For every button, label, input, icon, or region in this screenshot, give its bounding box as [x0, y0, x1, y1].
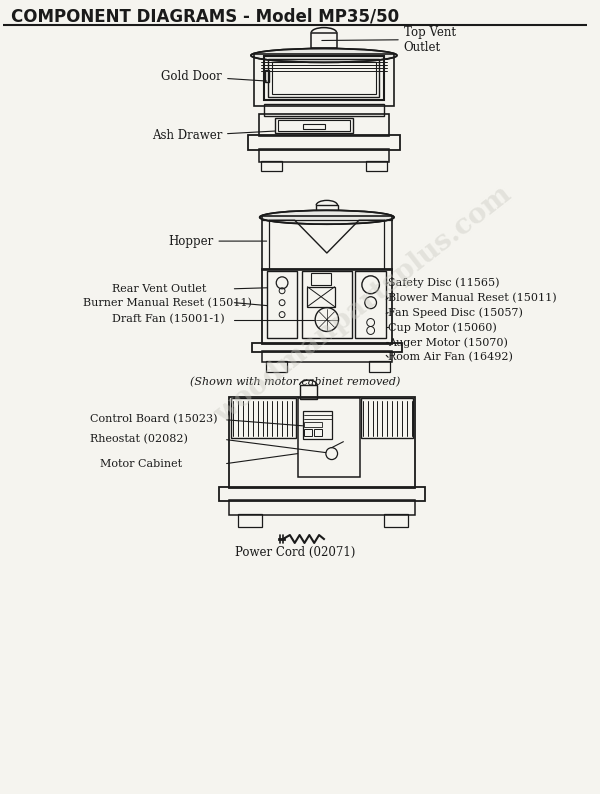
- Bar: [299, 385, 317, 399]
- Bar: [259, 148, 389, 162]
- Bar: [266, 361, 287, 372]
- Text: Safety Disc (11565): Safety Disc (11565): [388, 278, 500, 288]
- Bar: [268, 60, 379, 97]
- Text: (Shown with motor cabinet removed): (Shown with motor cabinet removed): [190, 377, 400, 387]
- Bar: [361, 398, 413, 437]
- Bar: [229, 397, 415, 488]
- Bar: [307, 287, 335, 306]
- Text: Top Vent
Outlet: Top Vent Outlet: [322, 25, 456, 53]
- Text: Burner Manual Reset (15011): Burner Manual Reset (15011): [83, 298, 251, 308]
- Bar: [272, 63, 376, 94]
- Bar: [304, 429, 312, 436]
- Bar: [238, 515, 262, 527]
- Text: Auger Motor (15070): Auger Motor (15070): [388, 337, 508, 348]
- Bar: [248, 135, 400, 150]
- Bar: [259, 114, 389, 136]
- Bar: [252, 343, 402, 353]
- Bar: [311, 33, 337, 48]
- Bar: [311, 273, 331, 285]
- Bar: [366, 160, 387, 171]
- Bar: [265, 71, 269, 83]
- Text: Motor Cabinet: Motor Cabinet: [100, 458, 182, 468]
- Bar: [262, 269, 392, 345]
- Bar: [262, 216, 392, 270]
- Text: Room Air Fan (16492): Room Air Fan (16492): [388, 352, 513, 362]
- Text: Hopper: Hopper: [168, 234, 266, 248]
- Text: Power Cord (02071): Power Cord (02071): [235, 546, 355, 560]
- Bar: [232, 398, 296, 437]
- Bar: [275, 118, 353, 133]
- Bar: [263, 56, 384, 100]
- Text: Ash Drawer: Ash Drawer: [152, 129, 275, 142]
- Bar: [302, 411, 332, 439]
- Bar: [229, 500, 415, 515]
- Text: Rheostat (02082): Rheostat (02082): [91, 434, 188, 444]
- Ellipse shape: [251, 48, 397, 63]
- Text: Blower Manual Reset (15011): Blower Manual Reset (15011): [388, 292, 557, 303]
- Bar: [314, 429, 322, 436]
- Bar: [302, 271, 352, 338]
- Ellipse shape: [260, 210, 394, 224]
- Bar: [369, 361, 390, 372]
- Bar: [219, 488, 425, 501]
- Text: Draft Fan (15001-1): Draft Fan (15001-1): [112, 314, 224, 325]
- Text: Cup Motor (15060): Cup Motor (15060): [388, 322, 497, 333]
- Text: Control Board (15023): Control Board (15023): [91, 414, 218, 424]
- Bar: [384, 515, 407, 527]
- Bar: [298, 398, 360, 477]
- Bar: [263, 104, 384, 116]
- Bar: [262, 351, 392, 362]
- Text: Rear Vent Outlet: Rear Vent Outlet: [112, 283, 206, 294]
- Bar: [254, 55, 394, 106]
- Bar: [316, 206, 338, 215]
- Bar: [304, 124, 325, 129]
- Bar: [355, 271, 386, 338]
- Text: Gold Door: Gold Door: [161, 70, 266, 83]
- Text: woodmanpartsplus.com: woodmanpartsplus.com: [209, 180, 517, 429]
- Bar: [268, 271, 296, 338]
- Bar: [278, 120, 350, 131]
- Text: COMPONENT DIAGRAMS - Model MP35/50: COMPONENT DIAGRAMS - Model MP35/50: [11, 8, 398, 25]
- Bar: [304, 422, 322, 427]
- Bar: [260, 160, 282, 171]
- Text: Fan Speed Disc (15057): Fan Speed Disc (15057): [388, 307, 523, 318]
